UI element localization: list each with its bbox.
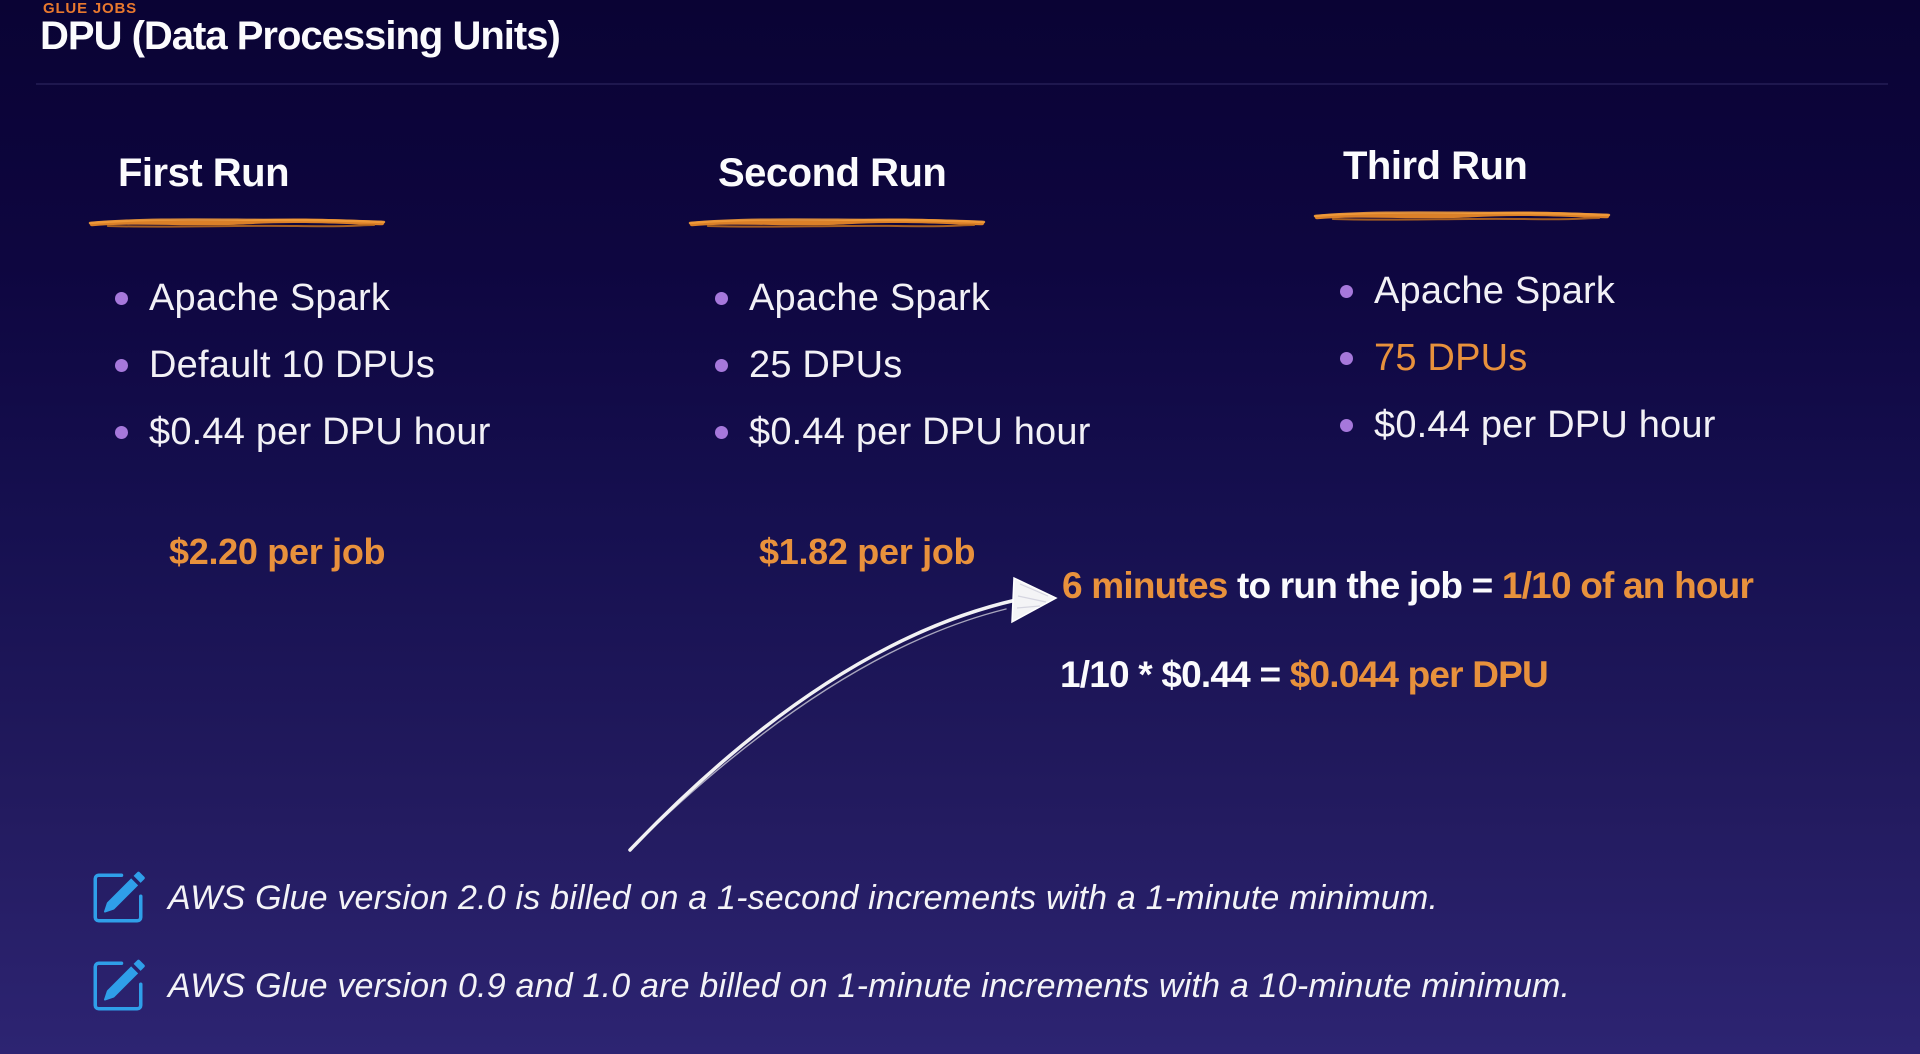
list-item: $0.44 per DPU hour [88,410,558,454]
footnote-text: AWS Glue version 2.0 is billed on a 1-se… [168,878,1439,917]
list-item: Apache Spark [1313,269,1783,313]
bullet-list: Apache Spark 75 DPUs $0.44 per DPU hour [1313,269,1783,447]
calc-highlight: 6 minutes [1062,565,1228,606]
brush-underline-icon [1313,211,1611,221]
bullet-list: Apache Spark 25 DPUs $0.44 per DPU hour [688,276,1158,454]
list-item: 75 DPUs [1313,336,1783,380]
calc-highlight: 1/10 of an hour [1501,565,1754,606]
calc-highlight: $0.044 per DPU [1289,654,1549,695]
column-heading: First Run [118,151,290,195]
list-item: $0.44 per DPU hour [688,410,1158,454]
calc-line-minutes: 6 minutes to run the job = 1/10 of an ho… [1062,565,1754,607]
hand-drawn-arrow-icon [628,576,1058,852]
brush-underline-icon [688,218,986,228]
list-item: Default 10 DPUs [88,343,558,387]
column-third-run: Third Run Apache Spark 75 DPUs $0.44 per… [1313,143,1783,470]
bullet-dot [715,425,728,439]
calc-text: to run the job = [1227,565,1502,606]
bullet-dot [715,358,728,372]
bullet-text: $0.44 per DPU hour [749,410,1091,453]
bullet-dot [1340,284,1353,298]
bullet-dot [115,425,128,439]
bullet-list: Apache Spark Default 10 DPUs $0.44 per D… [88,276,558,454]
column-heading: Third Run [1343,144,1528,188]
brush-underline-icon [88,218,386,228]
footnote: AWS Glue version 2.0 is billed on a 1-se… [90,870,1438,926]
bullet-text: 25 DPUs [749,343,903,386]
list-item: $0.44 per DPU hour [1313,403,1783,447]
eyebrow-label: GLUE JOBS [43,0,137,17]
bullet-dot [715,291,728,305]
bullet-dot [1340,351,1353,365]
edit-icon [93,959,145,1011]
price-per-job: $2.20 per job [169,531,386,572]
bullet-text: $0.44 per DPU hour [149,410,491,453]
bullet-dot [115,291,128,305]
list-item: 25 DPUs [688,343,1158,387]
header-divider [36,83,1888,85]
bullet-dot [115,358,128,372]
bullet-text: $0.44 per DPU hour [1374,403,1716,446]
bullet-text: Apache Spark [149,276,391,319]
bullet-text: Default 10 DPUs [149,343,436,386]
edit-icon [93,871,145,923]
bullet-text: Apache Spark [749,276,991,319]
calc-text: 1/10 * $0.44 = [1060,654,1290,695]
list-item: Apache Spark [688,276,1158,320]
page-title: DPU (Data Processing Units) [40,14,561,58]
list-item: Apache Spark [88,276,558,320]
column-second-run: Second Run Apache Spark 25 DPUs $0.44 pe… [688,150,1158,572]
column-heading: Second Run [718,151,947,195]
bullet-text: Apache Spark [1374,269,1616,312]
column-first-run: First Run Apache Spark Default 10 DPUs $… [88,150,558,572]
bullet-dot [1340,418,1353,432]
footnote-text: AWS Glue version 0.9 and 1.0 are billed … [168,966,1571,1005]
calc-line-price: 1/10 * $0.44 = $0.044 per DPU [1060,654,1549,696]
footnote: AWS Glue version 0.9 and 1.0 are billed … [90,958,1570,1014]
price-per-job: $1.82 per job [759,531,976,572]
bullet-text-highlighted: 75 DPUs [1374,336,1528,379]
